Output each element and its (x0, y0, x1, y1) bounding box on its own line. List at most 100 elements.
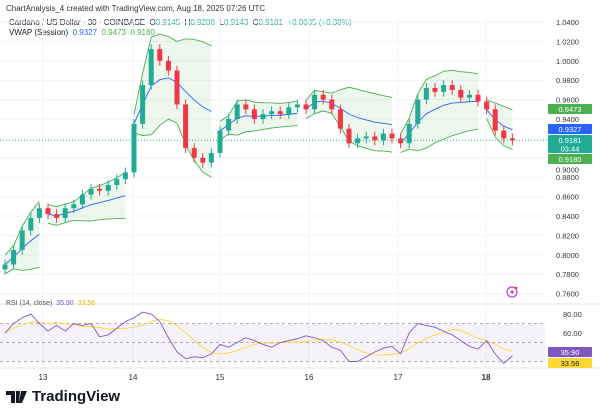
time-tick-label: 17 (394, 373, 403, 382)
candle-body (251, 109, 257, 119)
price-badge-bg (548, 135, 592, 153)
vwap-badge-bg (548, 124, 592, 134)
vwap-band-fill (306, 87, 392, 153)
candle-body (372, 136, 378, 141)
rsi-badge-bg (548, 347, 592, 357)
vwap-line (400, 101, 478, 144)
candle-body (286, 107, 292, 115)
rsi-ma-badge-bg (548, 358, 592, 368)
price-tick-label: 0.7600 (556, 290, 579, 299)
price-tick-label: 0.8600 (556, 193, 579, 202)
time-tick-label: 15 (216, 373, 225, 382)
vwap-label[interactable]: VWAP (Session) (9, 28, 69, 37)
candle-body (492, 109, 498, 131)
candle-body (36, 208, 42, 218)
candle-body (97, 188, 103, 191)
vwap-lower-band (400, 128, 479, 153)
candle-body (71, 204, 77, 209)
candle-body (174, 70, 180, 105)
vwap-lower-band (486, 118, 513, 150)
candle-body (79, 194, 85, 205)
tradingview-logo[interactable]: TradingView (6, 388, 120, 405)
rsi-label[interactable]: RSI (14, close) (6, 300, 53, 307)
candle-body (398, 138, 404, 144)
tradingview-logo-icon (6, 390, 27, 403)
vwap-lower-band (133, 118, 212, 178)
vwap-lower-badge-bg (548, 154, 592, 164)
price-tick-label: 0.8400 (556, 212, 579, 221)
lightning-dot (514, 286, 518, 290)
candle-body (105, 184, 111, 191)
time-tick-label: 16 (305, 373, 314, 382)
candle-body (62, 208, 68, 218)
vwap-legend: VWAP (Session) 0.9327 0.9473 0.9180 (9, 28, 155, 37)
vwap-upper-band (219, 99, 298, 122)
candle-body (140, 85, 146, 124)
vwap-upper-band (305, 86, 393, 101)
candle-body (88, 188, 94, 195)
candle-body (277, 111, 283, 115)
vwap-line (305, 100, 393, 126)
rsi-line (4, 311, 513, 365)
lightning-bolt (510, 288, 515, 297)
candle-body (484, 101, 490, 110)
price-tick-label: 0.9800 (556, 76, 579, 85)
time-tick-label: 18 (482, 373, 491, 382)
vwap-line (486, 109, 513, 131)
candle-body (234, 104, 240, 119)
candle-body (441, 85, 447, 92)
candle-body (329, 99, 335, 110)
candle-body (449, 85, 455, 90)
candle-body (509, 138, 515, 141)
rsi-ma-line (4, 318, 513, 356)
vwap-line (47, 195, 126, 217)
alert-lightning-icon[interactable] (506, 286, 518, 298)
vwap-lower-band (47, 218, 126, 226)
vwap-upper-band (486, 99, 513, 111)
candle-body (28, 217, 34, 231)
candle-body (355, 138, 361, 144)
vwap-upper-badge: 0.9473 (548, 104, 592, 114)
vwap-upper-badge-bg (548, 104, 592, 114)
candle-body (157, 49, 163, 61)
candle-body (54, 214, 60, 218)
rsi-ma-badge-text: 33.56 (561, 359, 580, 368)
price-tick-label: 0.8800 (556, 173, 579, 182)
rsi-badge: 35.90 (548, 347, 592, 357)
candle-body (320, 94, 326, 100)
price-tick-label: 0.8000 (556, 251, 579, 260)
candle-body (269, 111, 275, 115)
price-tick-label: 0.8200 (556, 231, 579, 240)
vwap-upper-band (400, 69, 479, 135)
vwap-upper-badge-text: 0.9473 (559, 105, 582, 114)
candle-body (217, 130, 223, 153)
candle-body (415, 99, 421, 124)
candle-body (260, 114, 266, 119)
candle-body (45, 208, 51, 215)
vwap-band-fill (134, 33, 212, 178)
time-tick-label: 14 (129, 373, 138, 382)
vwap-line (133, 77, 212, 125)
vwap-lower-band (4, 266, 40, 275)
rsi-tick-label: 60.00 (563, 329, 582, 338)
chart-credit: ChartAnalysis_4 created with TradingView… (6, 4, 266, 13)
candle-body (11, 249, 17, 265)
price-badge-countdown: 03:44 (561, 145, 580, 154)
time-tick-label: 13 (39, 373, 48, 382)
candle-body (131, 123, 137, 173)
rsi-legend: RSI (14, close) 35.90 33.56 (6, 300, 95, 307)
price-tick-label: 0.7800 (556, 270, 579, 279)
candle-body (200, 157, 206, 163)
candle-body (148, 49, 154, 86)
candle-body (346, 128, 352, 144)
rsi-value: 35.90 (56, 300, 74, 307)
price-tick-label: 0.9400 (556, 115, 579, 124)
rsi-badge-text: 35.90 (561, 348, 580, 357)
candle-body (122, 172, 128, 180)
candle-body (243, 104, 249, 110)
vwap-upper-value: 0.9473 (101, 28, 126, 37)
candle-body (458, 89, 464, 98)
vwap-upper-band (133, 33, 212, 115)
